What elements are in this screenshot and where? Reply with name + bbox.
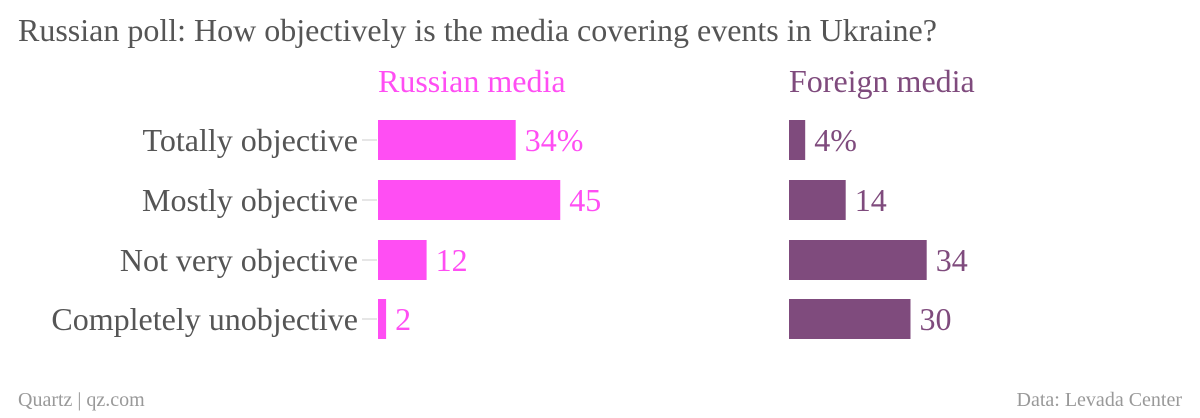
russian-media-value-label: 12: [436, 242, 468, 278]
russian-media-bar: [378, 120, 516, 160]
russian-media-bar: [378, 240, 427, 280]
russian-media-bar: [378, 180, 561, 220]
foreign-media-value-label: 34: [936, 242, 968, 278]
russian-media-value-label: 34%: [525, 122, 584, 158]
russian-media-value-label: 2: [395, 301, 411, 337]
foreign-media-header: Foreign media: [789, 63, 975, 99]
russian-media-header: Russian media: [378, 63, 566, 99]
foreign-media-bar: [789, 120, 806, 160]
foreign-media-value-label: 30: [920, 301, 952, 337]
category-label: Not very objective: [120, 242, 358, 278]
footer-source: Data: Levada Center: [1016, 389, 1182, 411]
category-label: Completely unobjective: [51, 301, 358, 337]
foreign-media-bar: [789, 240, 927, 280]
category-label: Totally objective: [143, 122, 358, 158]
category-label: Mostly objective: [142, 182, 358, 218]
foreign-media-value-label: 4%: [814, 122, 857, 158]
russian-media-bar: [378, 299, 387, 339]
foreign-media-bar: [789, 299, 911, 339]
russian-media-value-label: 45: [569, 182, 601, 218]
footer-credit: Quartz | qz.com: [18, 389, 145, 411]
foreign-media-bar: [789, 180, 846, 220]
chart-title: Russian poll: How objectively is the med…: [18, 12, 937, 48]
foreign-media-value-label: 14: [855, 182, 887, 218]
